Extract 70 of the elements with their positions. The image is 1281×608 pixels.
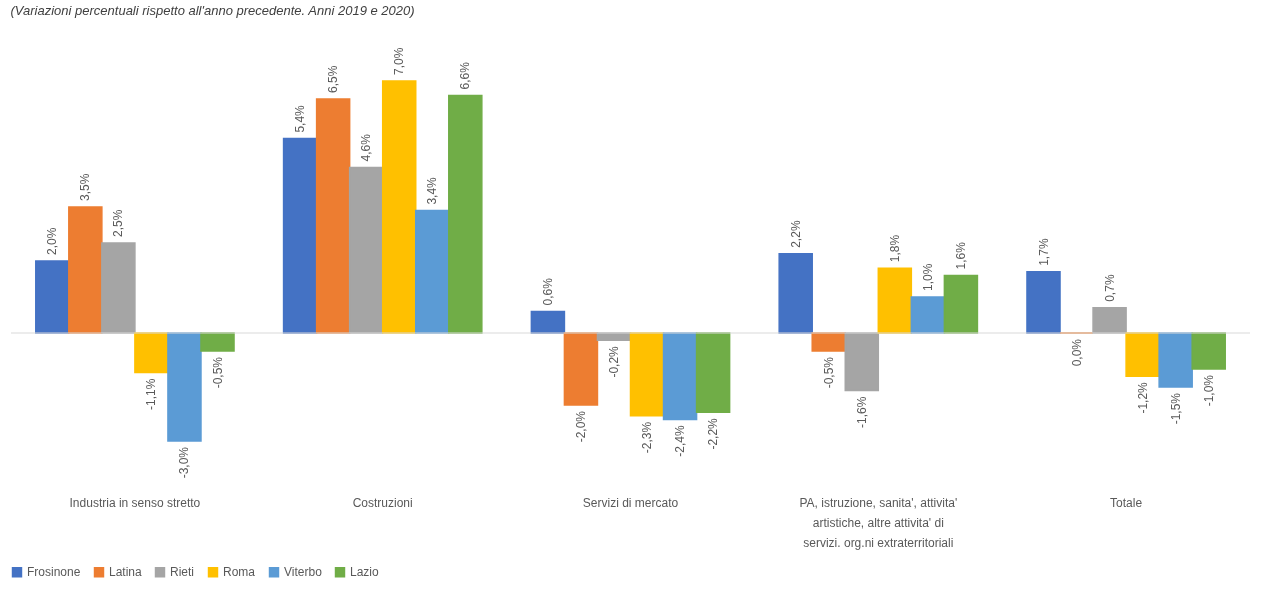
data-label: -0,2% bbox=[606, 345, 621, 378]
data-label: -2,4% bbox=[673, 425, 688, 457]
data-label: 2,0% bbox=[45, 227, 60, 255]
bar bbox=[414, 209, 450, 334]
data-label: -1,0% bbox=[1201, 374, 1216, 407]
data-label: -3,0% bbox=[177, 446, 192, 479]
x-tick-label: Servizi di mercato bbox=[582, 495, 679, 510]
data-label: 0,7% bbox=[1102, 274, 1117, 302]
bar bbox=[282, 137, 318, 334]
bar bbox=[200, 332, 235, 352]
data-label: -1,5% bbox=[1168, 392, 1183, 425]
bar bbox=[1026, 271, 1061, 334]
data-label: 1,0% bbox=[920, 263, 935, 291]
data-label: 6,5% bbox=[326, 65, 341, 93]
data-label: -1,2% bbox=[1135, 381, 1150, 414]
bar bbox=[1125, 332, 1160, 377]
data-label: -0,5% bbox=[210, 356, 225, 389]
bar bbox=[910, 296, 946, 334]
chart-subtitle: (Variazioni percentuali rispetto all'anno precedente. Anni 2019 e 2020) bbox=[10, 2, 415, 18]
bar bbox=[530, 310, 566, 334]
data-label: 2,2% bbox=[788, 220, 803, 248]
data-label: 1,7% bbox=[1036, 238, 1051, 266]
bar bbox=[662, 332, 698, 421]
bar bbox=[134, 332, 169, 374]
x-tick-label: Costruzioni bbox=[352, 495, 413, 510]
data-label: 1,6% bbox=[953, 241, 968, 270]
bar bbox=[1191, 332, 1226, 370]
data-label: -1,1% bbox=[144, 378, 159, 410]
bar bbox=[35, 260, 70, 334]
data-label: 6,6% bbox=[458, 61, 473, 90]
legend-label: Rieti bbox=[170, 565, 195, 580]
x-tick-label: Industria in senso stretto bbox=[69, 495, 201, 510]
bar bbox=[778, 253, 813, 334]
data-label: -2,2% bbox=[706, 417, 721, 450]
bar bbox=[167, 332, 202, 442]
data-label: 3,5% bbox=[78, 173, 93, 201]
legend-label: Viterbo bbox=[284, 565, 323, 580]
legend-label: Latina bbox=[109, 565, 143, 580]
bar bbox=[315, 98, 351, 334]
bar bbox=[348, 166, 384, 334]
bar bbox=[1158, 332, 1193, 388]
data-label: 2,5% bbox=[111, 209, 126, 237]
bar bbox=[68, 206, 103, 334]
bar bbox=[381, 80, 417, 334]
data-label: 7,0% bbox=[392, 47, 407, 75]
bar bbox=[448, 94, 483, 334]
bar bbox=[563, 332, 599, 406]
data-label: -0,5% bbox=[821, 356, 836, 389]
data-label: 4,6% bbox=[359, 133, 374, 162]
data-label: -1,6% bbox=[854, 396, 869, 428]
bar bbox=[811, 332, 847, 352]
bar bbox=[629, 332, 665, 417]
data-label: 0,0% bbox=[1069, 338, 1084, 367]
data-label: 3,4% bbox=[425, 176, 440, 205]
bar bbox=[695, 332, 731, 413]
bar bbox=[844, 332, 880, 392]
bar bbox=[1092, 307, 1127, 334]
bar bbox=[101, 242, 136, 334]
legend-label: Frosinone bbox=[27, 565, 81, 580]
data-label: 5,4% bbox=[293, 104, 308, 133]
bar bbox=[943, 274, 979, 334]
x-tick-label: PA, istruzione, sanita', attivita' artistiche, altre attivita' di servizi. org.ni extraterritoriali bbox=[799, 495, 958, 550]
data-label: -2,3% bbox=[640, 421, 655, 454]
data-label: -2,0% bbox=[573, 410, 588, 443]
legend-label: Lazio bbox=[350, 565, 380, 580]
data-label: 0,6% bbox=[540, 277, 555, 306]
x-tick-label: Totale bbox=[1110, 495, 1143, 510]
bar bbox=[877, 267, 913, 334]
legend-label: Roma bbox=[223, 565, 256, 580]
data-label: 1,8% bbox=[887, 234, 902, 263]
